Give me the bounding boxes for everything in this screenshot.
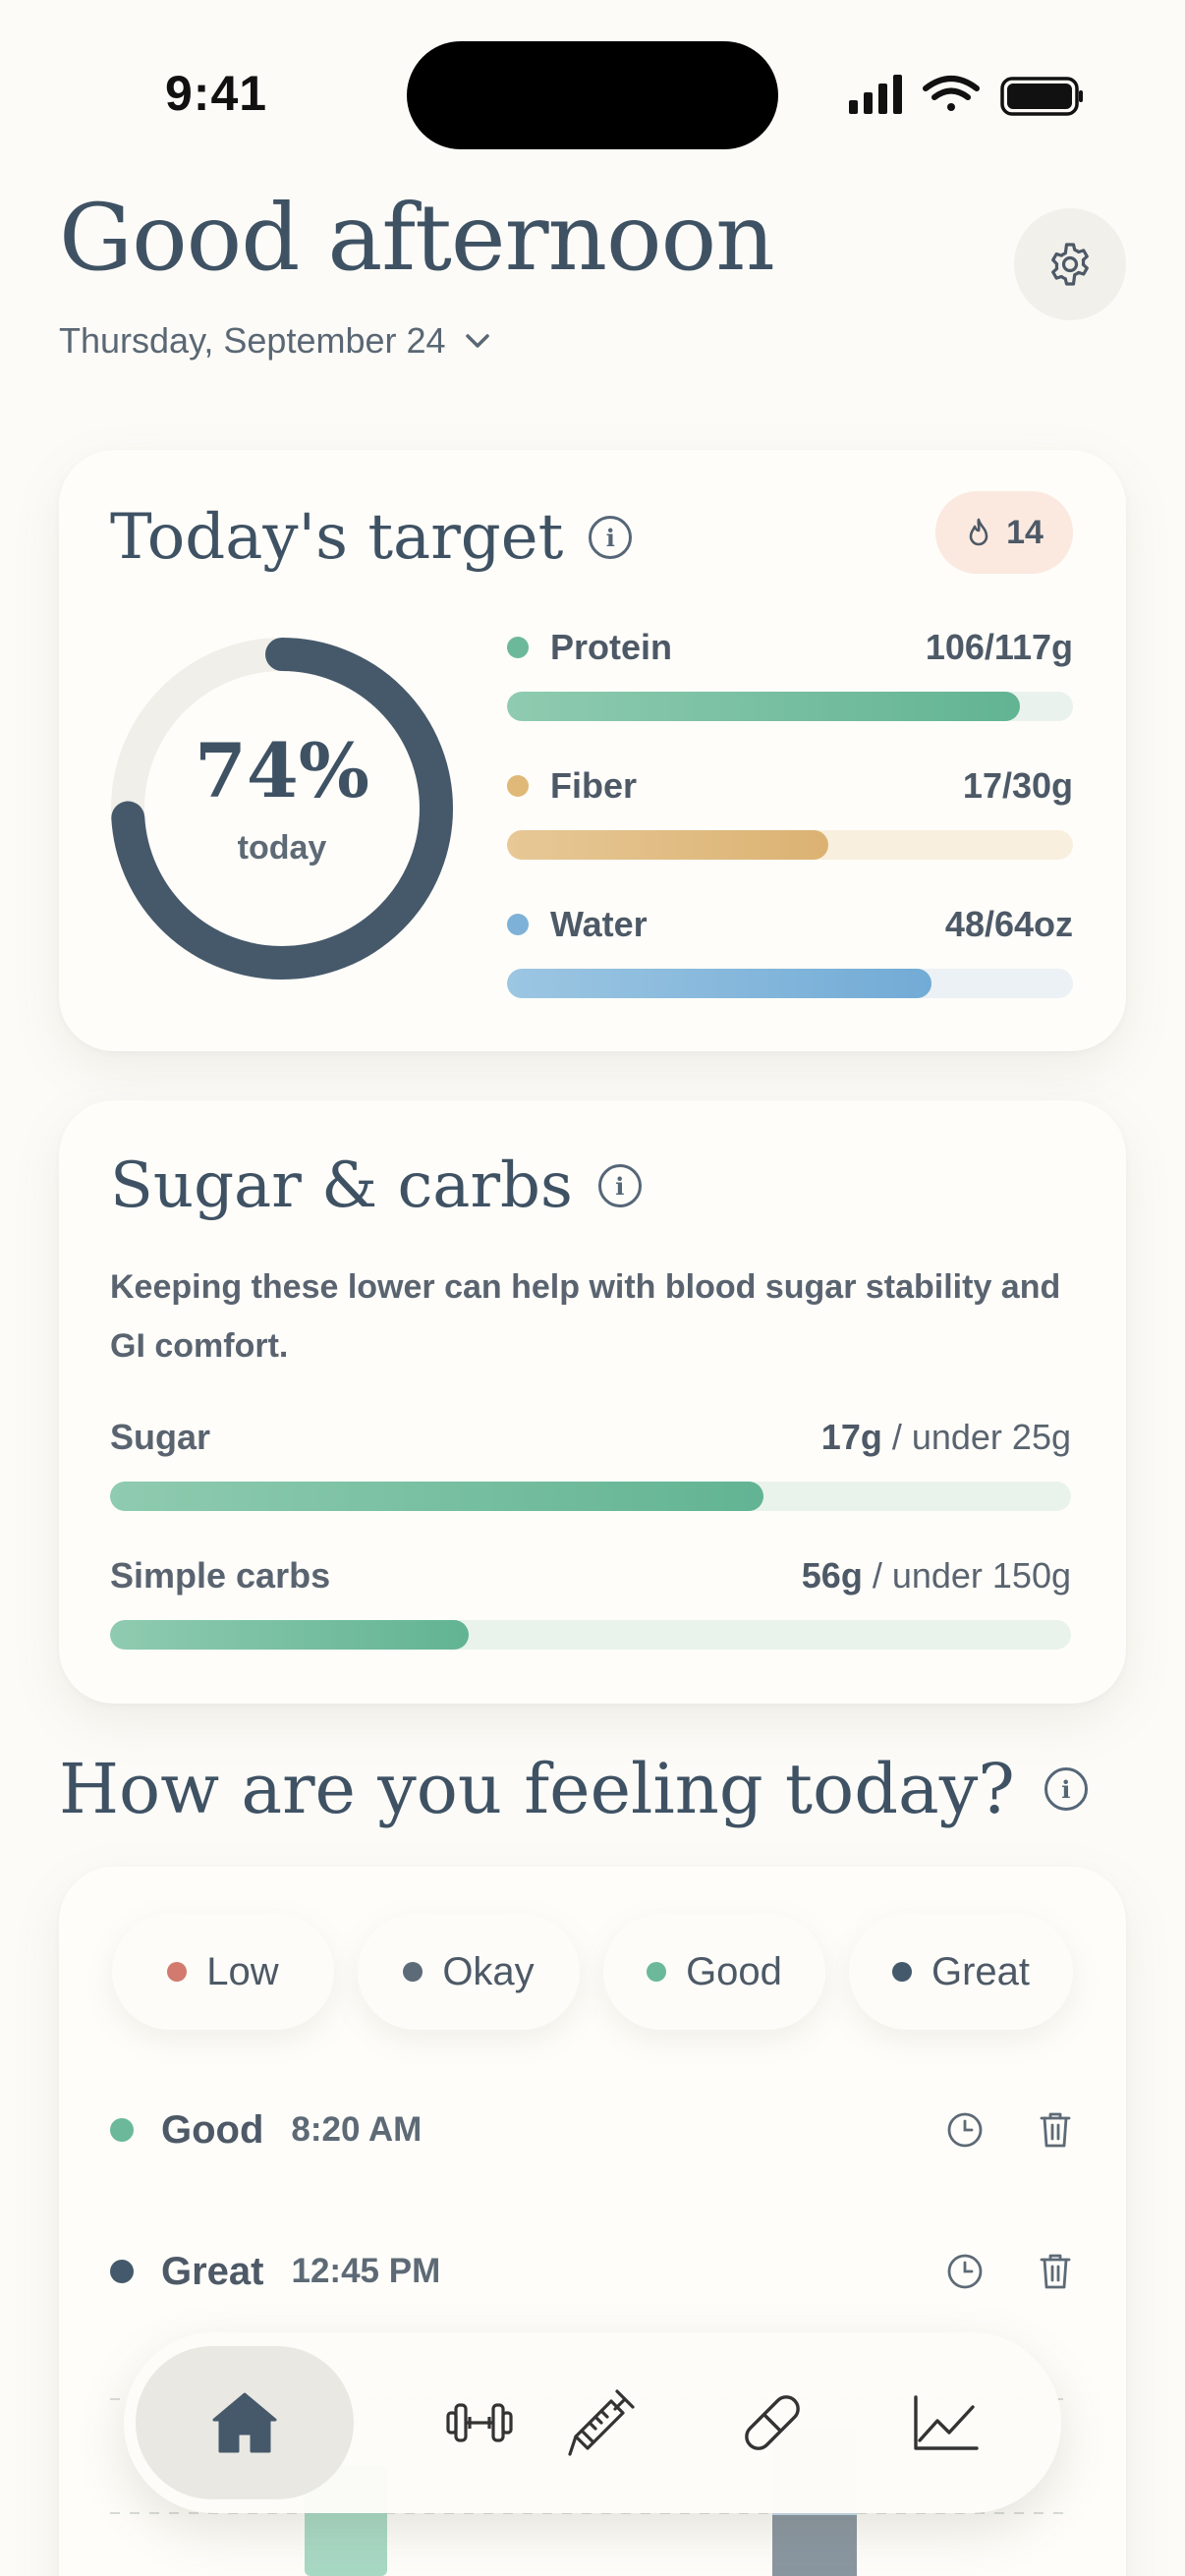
- streak-count: 14: [1006, 513, 1044, 551]
- nav-workouts[interactable]: [440, 2346, 519, 2499]
- battery-icon: [1000, 77, 1083, 116]
- info-icon[interactable]: i: [597, 1164, 642, 1207]
- mood-label: Great: [931, 1949, 1031, 1993]
- fiber-dot: [507, 775, 529, 797]
- mood-label: Low: [206, 1949, 279, 1993]
- simple-carbs-label: Simple carbs: [110, 1555, 331, 1596]
- water-dot: [507, 914, 529, 935]
- metric-water: Water 48/64oz: [507, 904, 1073, 998]
- good-dot: [647, 1962, 667, 1982]
- sugar-description: Keeping these lower can help with blood …: [110, 1268, 1061, 1365]
- trash-icon[interactable]: [1038, 2252, 1073, 2291]
- bottom-nav: [124, 2332, 1061, 2513]
- gear-icon: [1051, 243, 1089, 286]
- info-icon[interactable]: i: [1044, 1767, 1088, 1811]
- trash-icon[interactable]: [1038, 2110, 1073, 2150]
- home-icon: [212, 2392, 277, 2453]
- progress-ring: 74% today: [110, 637, 454, 980]
- flame-icon: [969, 518, 988, 546]
- metric-protein: Protein 106/117g: [507, 627, 1073, 721]
- ring-arc: [111, 638, 453, 980]
- chart-icon: [914, 2395, 979, 2450]
- dynamic-island: [407, 41, 778, 149]
- status-icons: [847, 73, 1083, 125]
- okay-dot: [403, 1962, 423, 1982]
- metric-value: 17/30g: [962, 765, 1073, 806]
- water-track: [507, 969, 1073, 998]
- clock-icon[interactable]: [945, 2252, 985, 2291]
- target-title: Today's target: [110, 501, 564, 574]
- simple-carbs-fill: [110, 1620, 469, 1650]
- feeling-title-row: How are you feeling today? i: [59, 1749, 1088, 1829]
- mood-label: Okay: [442, 1949, 535, 1993]
- syringe-icon: [568, 2389, 635, 2456]
- protein-track: [507, 692, 1073, 721]
- date-label: Thursday, September 24: [59, 320, 446, 361]
- protein-dot: [507, 637, 529, 658]
- sugar-label: Sugar: [110, 1417, 211, 1457]
- sugar-track: [110, 1482, 1071, 1511]
- sugar-fill: [110, 1482, 764, 1511]
- mood-log-entry: Good 8:20 AM: [110, 2104, 1073, 2156]
- nav-trends[interactable]: [896, 2346, 994, 2499]
- metric-fiber: Fiber 17/30g: [507, 765, 1073, 860]
- chevron-down-icon: [465, 334, 489, 348]
- mood-option-okay[interactable]: Okay: [358, 1914, 580, 2030]
- mood-label: Good: [686, 1949, 782, 1993]
- ring-sub-label: today: [237, 829, 327, 867]
- metric-label: Fiber: [550, 765, 638, 806]
- entry-time: 8:20 AM: [291, 2110, 423, 2149]
- fiber-fill: [507, 830, 828, 860]
- sugar-title: Sugar & carbs: [110, 1149, 573, 1222]
- entry-dot: [110, 2118, 134, 2142]
- mood-option-good[interactable]: Good: [603, 1914, 825, 2030]
- sugar-card: Sugar & carbs i Keeping these lower can …: [59, 1100, 1126, 1704]
- water-fill: [507, 969, 931, 998]
- target-card: Today's target i 14 74% today Protein 10…: [59, 450, 1126, 1051]
- metric-value: 48/64oz: [944, 904, 1073, 944]
- nav-home[interactable]: [136, 2346, 354, 2499]
- entry-mood: Good: [161, 2107, 264, 2152]
- metric-label: Water: [550, 904, 648, 944]
- streak-badge[interactable]: 14: [935, 491, 1073, 574]
- page-title: Good afternoon: [59, 185, 775, 292]
- signal-icon: [849, 75, 902, 114]
- dumbbell-icon: [446, 2403, 513, 2442]
- status-time: 9:41: [165, 66, 268, 121]
- protein-fill: [507, 692, 1020, 721]
- metric-value: 106/117g: [925, 627, 1073, 667]
- simple-carbs-value: 56g / under 150g: [801, 1555, 1071, 1596]
- great-dot: [891, 1962, 912, 1982]
- entry-time: 12:45 PM: [291, 2252, 441, 2290]
- low-dot: [167, 1962, 188, 1982]
- pill-icon: [745, 2395, 800, 2450]
- entry-mood: Great: [161, 2249, 264, 2293]
- feeling-title: How are you feeling today?: [59, 1749, 1015, 1829]
- info-icon[interactable]: i: [589, 516, 633, 559]
- sugar-title-row: Sugar & carbs i: [110, 1149, 642, 1222]
- mood-log-entry: Great 12:45 PM: [110, 2246, 1073, 2297]
- date-selector[interactable]: Thursday, September 24: [59, 320, 491, 362]
- sugar-value: 17g / under 25g: [820, 1417, 1071, 1457]
- target-title-row: Today's target i: [110, 501, 633, 574]
- mood-option-low[interactable]: Low: [112, 1914, 334, 2030]
- fiber-track: [507, 830, 1073, 860]
- mood-option-great[interactable]: Great: [849, 1914, 1073, 2030]
- sugar-row: Sugar 17g / under 25g: [110, 1417, 1071, 1511]
- clock-icon[interactable]: [945, 2110, 985, 2150]
- wifi-icon: [923, 76, 980, 111]
- nav-injections[interactable]: [552, 2346, 650, 2499]
- settings-button[interactable]: [1014, 208, 1126, 320]
- metric-label: Protein: [550, 627, 673, 667]
- simple-carbs-track: [110, 1620, 1071, 1650]
- nav-medications[interactable]: [725, 2346, 819, 2499]
- entry-dot: [110, 2260, 134, 2283]
- ring-percent: 74%: [195, 727, 369, 814]
- simple-carbs-row: Simple carbs 56g / under 150g: [110, 1555, 1071, 1650]
